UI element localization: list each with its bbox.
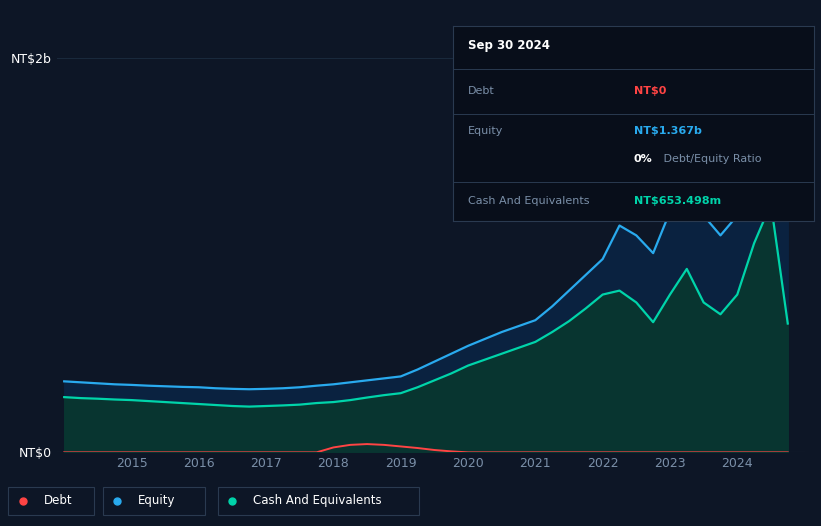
FancyBboxPatch shape <box>8 487 94 515</box>
Text: NT$1.367b: NT$1.367b <box>634 126 702 136</box>
Text: Equity: Equity <box>138 494 176 507</box>
FancyBboxPatch shape <box>103 487 205 515</box>
Text: NT$653.498m: NT$653.498m <box>634 196 721 207</box>
Text: Equity: Equity <box>468 126 503 136</box>
Text: Debt: Debt <box>44 494 72 507</box>
Text: Debt: Debt <box>468 86 494 96</box>
Text: Sep 30 2024: Sep 30 2024 <box>468 39 549 52</box>
Text: 0%: 0% <box>634 154 653 164</box>
Text: Cash And Equivalents: Cash And Equivalents <box>253 494 382 507</box>
FancyBboxPatch shape <box>218 487 419 515</box>
Text: Cash And Equivalents: Cash And Equivalents <box>468 196 589 207</box>
Text: Debt/Equity Ratio: Debt/Equity Ratio <box>660 154 761 164</box>
Text: NT$0: NT$0 <box>634 86 666 96</box>
